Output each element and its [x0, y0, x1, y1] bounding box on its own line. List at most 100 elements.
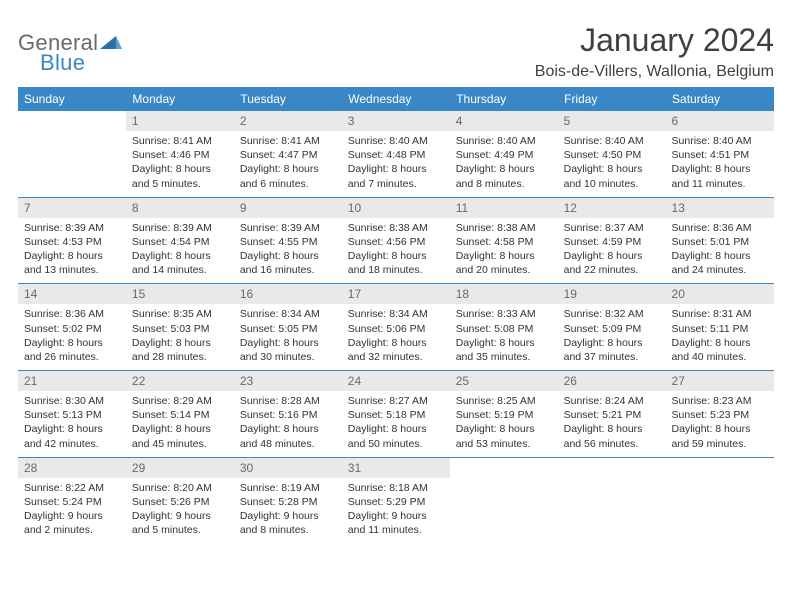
day-details: Sunrise: 8:32 AMSunset: 5:09 PMDaylight:… [558, 304, 666, 364]
calendar-cell: 17Sunrise: 8:34 AMSunset: 5:06 PMDayligh… [342, 284, 450, 371]
location-text: Bois-de-Villers, Wallonia, Belgium [535, 63, 774, 81]
day-details: Sunrise: 8:40 AMSunset: 4:51 PMDaylight:… [666, 131, 774, 191]
header: General Blue January 2024 Bois-de-Viller… [18, 22, 774, 81]
calendar-cell: . [18, 111, 126, 197]
calendar-cell: 3Sunrise: 8:40 AMSunset: 4:48 PMDaylight… [342, 111, 450, 197]
calendar-cell: 18Sunrise: 8:33 AMSunset: 5:08 PMDayligh… [450, 284, 558, 371]
calendar-cell: 11Sunrise: 8:38 AMSunset: 4:58 PMDayligh… [450, 197, 558, 284]
day-number: 20 [666, 284, 774, 304]
day-number: 10 [342, 198, 450, 218]
day-number: 16 [234, 284, 342, 304]
calendar-cell: 19Sunrise: 8:32 AMSunset: 5:09 PMDayligh… [558, 284, 666, 371]
calendar-cell: 27Sunrise: 8:23 AMSunset: 5:23 PMDayligh… [666, 371, 774, 458]
day-details: Sunrise: 8:24 AMSunset: 5:21 PMDaylight:… [558, 391, 666, 451]
day-details: Sunrise: 8:27 AMSunset: 5:18 PMDaylight:… [342, 391, 450, 451]
day-details: Sunrise: 8:40 AMSunset: 4:49 PMDaylight:… [450, 131, 558, 191]
day-number: 4 [450, 111, 558, 131]
day-details: Sunrise: 8:41 AMSunset: 4:46 PMDaylight:… [126, 131, 234, 191]
day-details: Sunrise: 8:39 AMSunset: 4:54 PMDaylight:… [126, 218, 234, 278]
calendar-cell: 31Sunrise: 8:18 AMSunset: 5:29 PMDayligh… [342, 457, 450, 543]
day-number: 1 [126, 111, 234, 131]
day-details: Sunrise: 8:34 AMSunset: 5:05 PMDaylight:… [234, 304, 342, 364]
calendar-cell: . [666, 457, 774, 543]
calendar-row: 7Sunrise: 8:39 AMSunset: 4:53 PMDaylight… [18, 197, 774, 284]
day-number: 27 [666, 371, 774, 391]
day-number: 5 [558, 111, 666, 131]
calendar-cell: 8Sunrise: 8:39 AMSunset: 4:54 PMDaylight… [126, 197, 234, 284]
day-details: Sunrise: 8:30 AMSunset: 5:13 PMDaylight:… [18, 391, 126, 451]
calendar-row: 28Sunrise: 8:22 AMSunset: 5:24 PMDayligh… [18, 457, 774, 543]
calendar-cell: 24Sunrise: 8:27 AMSunset: 5:18 PMDayligh… [342, 371, 450, 458]
day-number: 21 [18, 371, 126, 391]
calendar-cell: 10Sunrise: 8:38 AMSunset: 4:56 PMDayligh… [342, 197, 450, 284]
col-saturday: Saturday [666, 87, 774, 111]
day-details: Sunrise: 8:38 AMSunset: 4:56 PMDaylight:… [342, 218, 450, 278]
day-number: 15 [126, 284, 234, 304]
calendar-cell: 16Sunrise: 8:34 AMSunset: 5:05 PMDayligh… [234, 284, 342, 371]
page-title: January 2024 [535, 22, 774, 59]
calendar-cell: 22Sunrise: 8:29 AMSunset: 5:14 PMDayligh… [126, 371, 234, 458]
calendar-cell: 4Sunrise: 8:40 AMSunset: 4:49 PMDaylight… [450, 111, 558, 197]
brand-logo: General Blue [18, 22, 122, 76]
calendar-cell: 6Sunrise: 8:40 AMSunset: 4:51 PMDaylight… [666, 111, 774, 197]
day-number: 6 [666, 111, 774, 131]
calendar-cell: 15Sunrise: 8:35 AMSunset: 5:03 PMDayligh… [126, 284, 234, 371]
day-details: Sunrise: 8:20 AMSunset: 5:26 PMDaylight:… [126, 478, 234, 538]
day-number: 13 [666, 198, 774, 218]
day-number: 29 [126, 458, 234, 478]
calendar-cell: 2Sunrise: 8:41 AMSunset: 4:47 PMDaylight… [234, 111, 342, 197]
day-details: Sunrise: 8:37 AMSunset: 4:59 PMDaylight:… [558, 218, 666, 278]
day-details: Sunrise: 8:31 AMSunset: 5:11 PMDaylight:… [666, 304, 774, 364]
day-number: 31 [342, 458, 450, 478]
day-details: Sunrise: 8:41 AMSunset: 4:47 PMDaylight:… [234, 131, 342, 191]
brand-blue: Blue [40, 50, 85, 76]
day-number: 12 [558, 198, 666, 218]
calendar-row: .1Sunrise: 8:41 AMSunset: 4:46 PMDayligh… [18, 111, 774, 197]
col-wednesday: Wednesday [342, 87, 450, 111]
col-friday: Friday [558, 87, 666, 111]
calendar-cell: 12Sunrise: 8:37 AMSunset: 4:59 PMDayligh… [558, 197, 666, 284]
calendar-cell: 14Sunrise: 8:36 AMSunset: 5:02 PMDayligh… [18, 284, 126, 371]
brand-triangle-icon [100, 33, 122, 56]
calendar-cell: 21Sunrise: 8:30 AMSunset: 5:13 PMDayligh… [18, 371, 126, 458]
calendar-cell: 26Sunrise: 8:24 AMSunset: 5:21 PMDayligh… [558, 371, 666, 458]
day-details: Sunrise: 8:25 AMSunset: 5:19 PMDaylight:… [450, 391, 558, 451]
calendar-cell: 13Sunrise: 8:36 AMSunset: 5:01 PMDayligh… [666, 197, 774, 284]
day-details: Sunrise: 8:40 AMSunset: 4:48 PMDaylight:… [342, 131, 450, 191]
day-details: Sunrise: 8:38 AMSunset: 4:58 PMDaylight:… [450, 218, 558, 278]
day-details: Sunrise: 8:33 AMSunset: 5:08 PMDaylight:… [450, 304, 558, 364]
day-number: 22 [126, 371, 234, 391]
calendar-cell: 28Sunrise: 8:22 AMSunset: 5:24 PMDayligh… [18, 457, 126, 543]
col-tuesday: Tuesday [234, 87, 342, 111]
calendar-row: 21Sunrise: 8:30 AMSunset: 5:13 PMDayligh… [18, 371, 774, 458]
day-number: 18 [450, 284, 558, 304]
day-details: Sunrise: 8:39 AMSunset: 4:53 PMDaylight:… [18, 218, 126, 278]
day-number: 9 [234, 198, 342, 218]
day-number: 19 [558, 284, 666, 304]
calendar-cell: 1Sunrise: 8:41 AMSunset: 4:46 PMDaylight… [126, 111, 234, 197]
calendar-cell: 29Sunrise: 8:20 AMSunset: 5:26 PMDayligh… [126, 457, 234, 543]
day-details: Sunrise: 8:36 AMSunset: 5:01 PMDaylight:… [666, 218, 774, 278]
day-details: Sunrise: 8:36 AMSunset: 5:02 PMDaylight:… [18, 304, 126, 364]
day-number: 23 [234, 371, 342, 391]
day-details: Sunrise: 8:39 AMSunset: 4:55 PMDaylight:… [234, 218, 342, 278]
day-number: 8 [126, 198, 234, 218]
calendar-cell: . [558, 457, 666, 543]
day-details: Sunrise: 8:19 AMSunset: 5:28 PMDaylight:… [234, 478, 342, 538]
day-details: Sunrise: 8:40 AMSunset: 4:50 PMDaylight:… [558, 131, 666, 191]
day-number: 11 [450, 198, 558, 218]
day-number: 30 [234, 458, 342, 478]
day-details: Sunrise: 8:18 AMSunset: 5:29 PMDaylight:… [342, 478, 450, 538]
day-details: Sunrise: 8:35 AMSunset: 5:03 PMDaylight:… [126, 304, 234, 364]
calendar-cell: 23Sunrise: 8:28 AMSunset: 5:16 PMDayligh… [234, 371, 342, 458]
calendar-cell: 9Sunrise: 8:39 AMSunset: 4:55 PMDaylight… [234, 197, 342, 284]
day-number: 24 [342, 371, 450, 391]
col-monday: Monday [126, 87, 234, 111]
calendar-table: Sunday Monday Tuesday Wednesday Thursday… [18, 87, 774, 543]
calendar-cell: . [450, 457, 558, 543]
day-details: Sunrise: 8:22 AMSunset: 5:24 PMDaylight:… [18, 478, 126, 538]
day-details: Sunrise: 8:29 AMSunset: 5:14 PMDaylight:… [126, 391, 234, 451]
day-number: 2 [234, 111, 342, 131]
calendar-cell: 5Sunrise: 8:40 AMSunset: 4:50 PMDaylight… [558, 111, 666, 197]
day-number: 26 [558, 371, 666, 391]
